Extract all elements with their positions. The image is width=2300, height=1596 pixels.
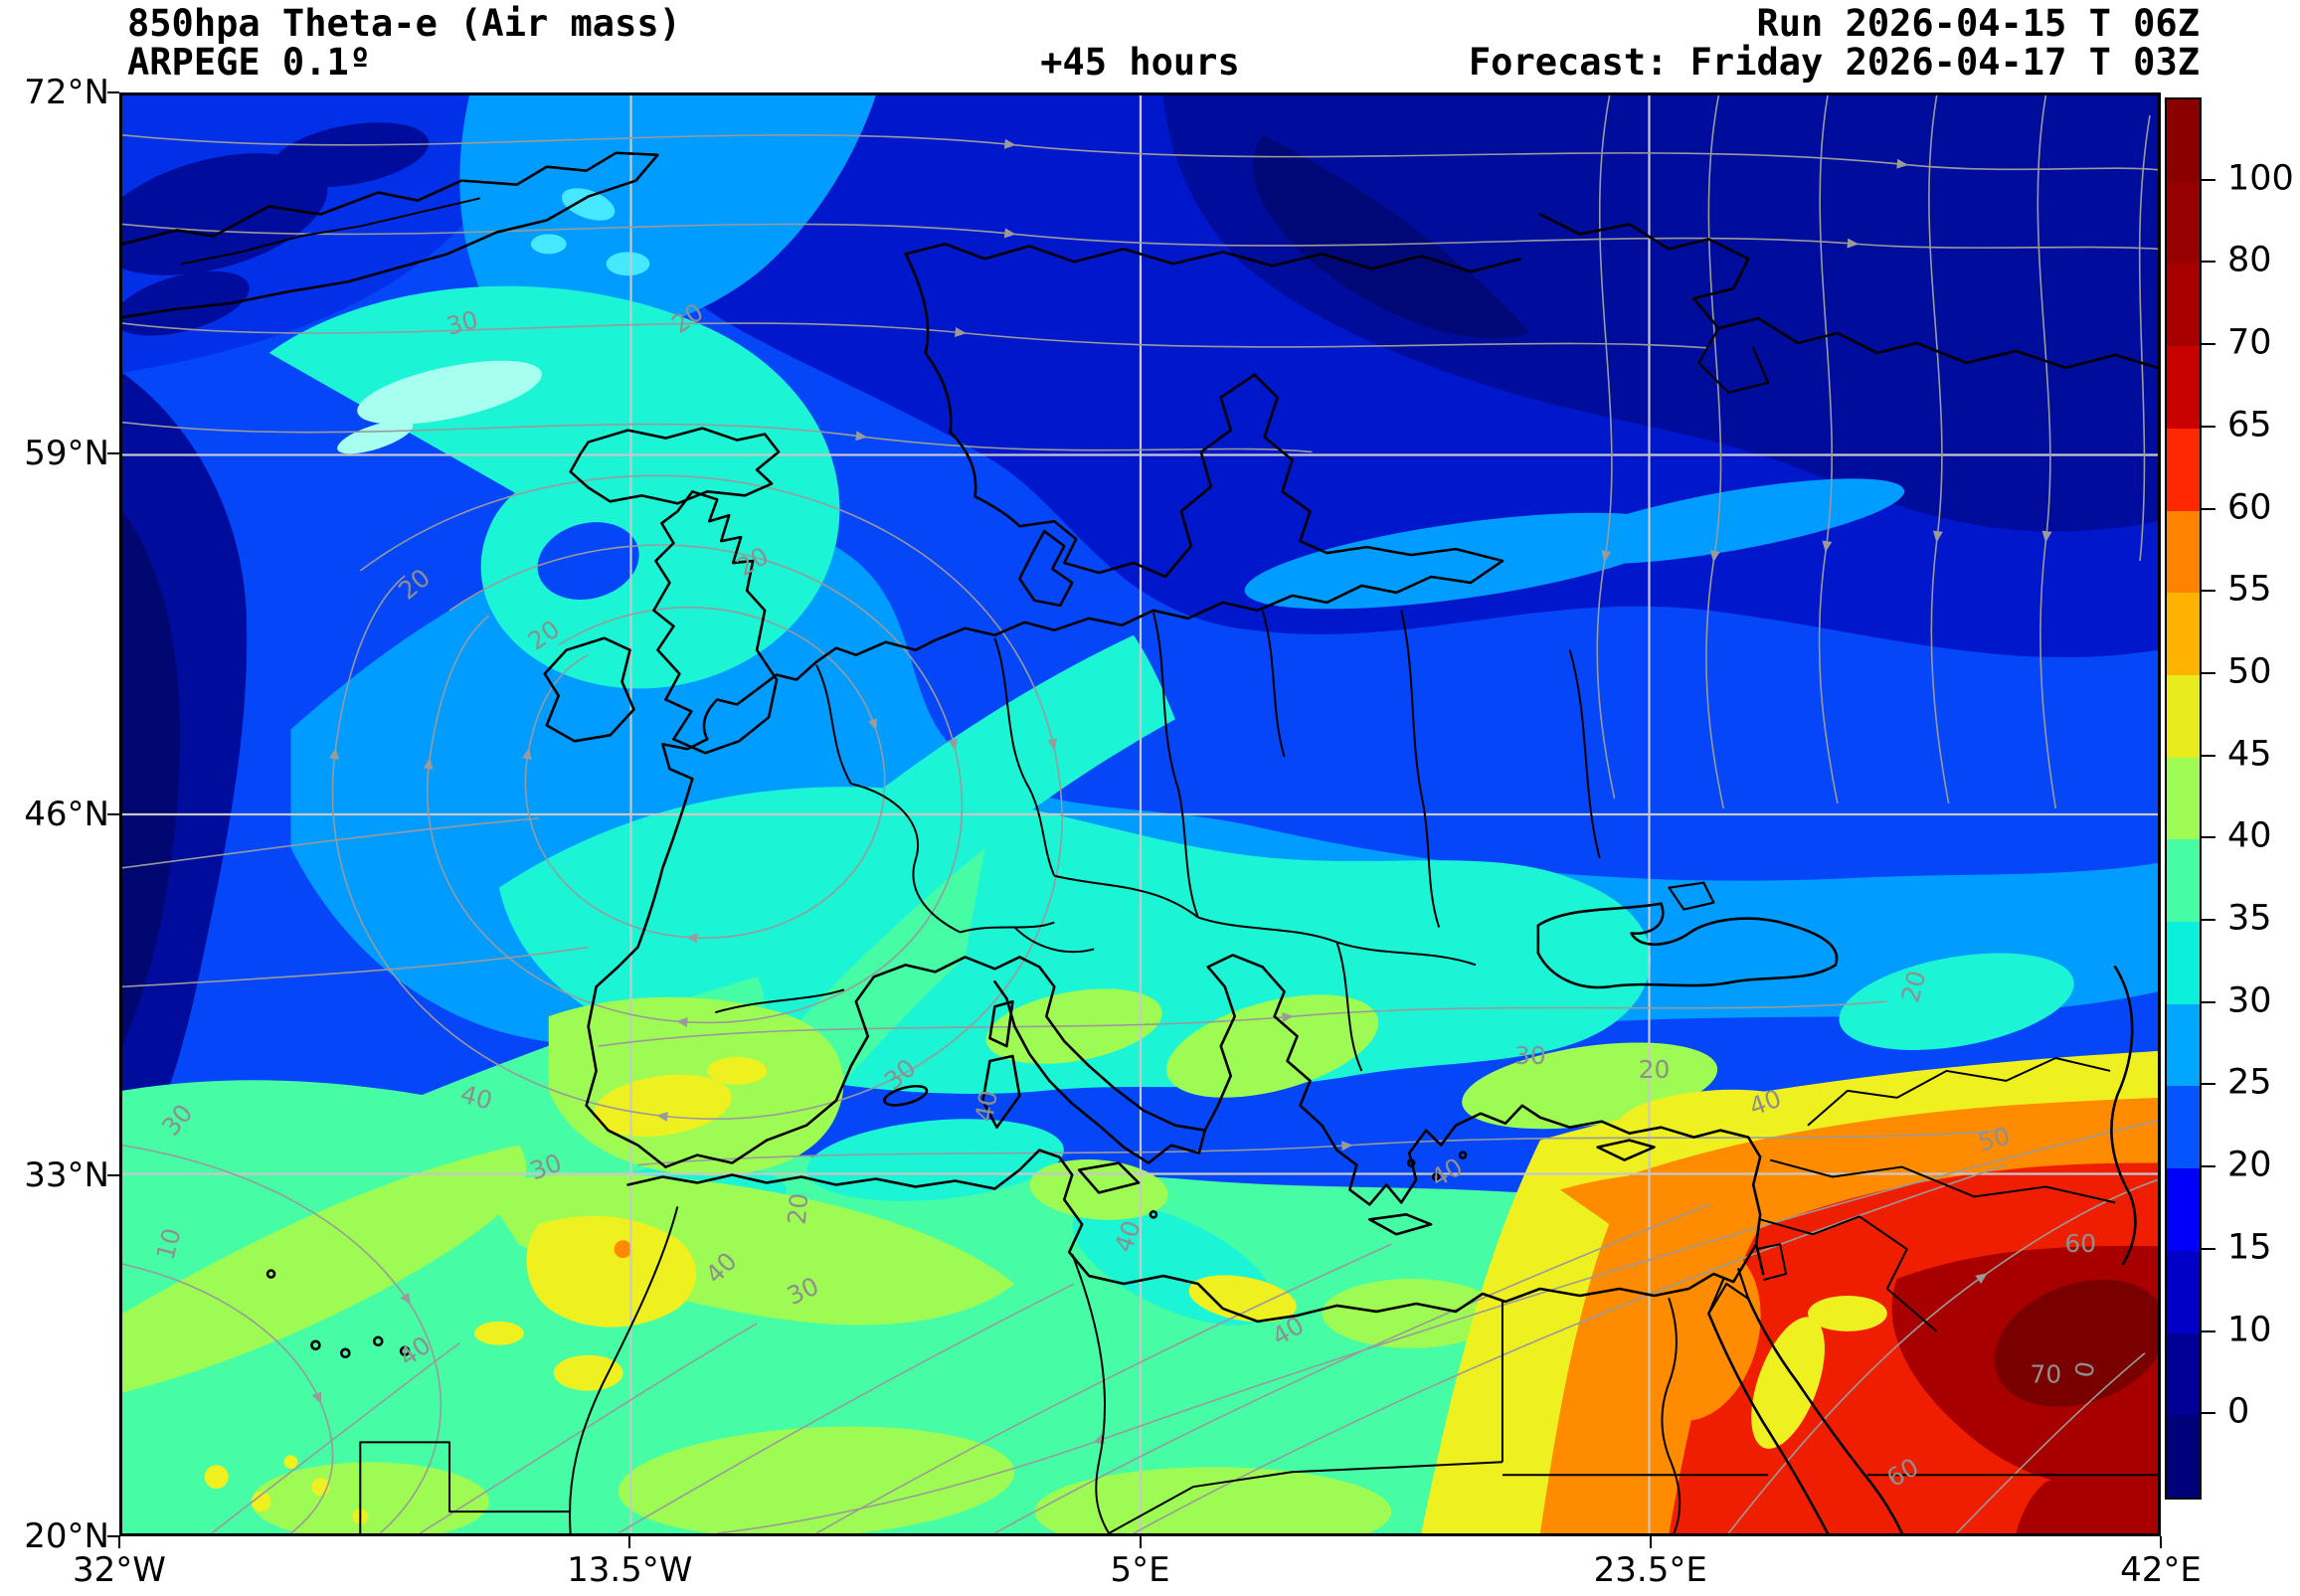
lat-axis-tick (107, 1174, 119, 1176)
lat-axis-tick (107, 1535, 119, 1537)
lat-axis-label: 72°N (24, 73, 109, 112)
colorbar-segment (2167, 1332, 2200, 1416)
lon-axis-label: 23.5°E (1593, 1550, 1707, 1590)
colorbar-tick (2202, 1000, 2215, 1003)
lon-axis-tick (2160, 1536, 2162, 1548)
forecast-hours-label: +45 hours (1040, 41, 1240, 84)
contour-value-label: 20 (1639, 1055, 1671, 1084)
colorbar-tick (2202, 261, 2215, 264)
colorbar-segment (2167, 674, 2200, 759)
wind-streamlines (122, 95, 2158, 1533)
colorbar-tick-label: 70 (2227, 322, 2272, 363)
colorbar-tick (2202, 425, 2215, 428)
colorbar-segment (2167, 1086, 2200, 1169)
coastlines (122, 151, 2158, 1533)
colorbar-segment (2167, 181, 2200, 265)
model-label: ARPEGE 0.1º (127, 41, 372, 84)
forecast-datetime-label: Forecast: Friday 2026-04-17 T 03Z (1468, 41, 2200, 84)
colorbar-tick (2202, 1412, 2215, 1415)
map-svg: 2030202020103030303020404040404040404030… (122, 95, 2158, 1533)
colorbar-segment (2167, 1003, 2200, 1087)
colorbar-tick-label: 50 (2227, 651, 2272, 692)
colorbar-tick (2202, 754, 2215, 757)
colorbar-tick (2202, 590, 2215, 593)
colorbar-segment (2167, 593, 2200, 676)
colorbar-tick-label: 80 (2227, 240, 2272, 280)
colorbar-segment (2167, 99, 2200, 183)
colorbar-tick (2202, 836, 2215, 839)
colorbar-segment (2167, 264, 2200, 347)
contour-value-label: 60 (2064, 1229, 2096, 1258)
lon-axis-tick (1139, 1536, 1142, 1548)
contour-value-label: 30 (1514, 1041, 1546, 1070)
colorbar-segment (2167, 1250, 2200, 1334)
contour-value-label: 20 (783, 1192, 814, 1226)
colorbar-segment (2167, 757, 2200, 840)
lon-axis-tick (118, 1536, 120, 1548)
lat-axis-tick (107, 813, 119, 815)
colorbar-tick-label: 25 (2227, 1062, 2272, 1103)
colorbar-tick (2202, 343, 2215, 346)
lat-axis-label: 59°N (24, 434, 109, 473)
colorbar-segment (2167, 839, 2200, 923)
lon-axis-label: 13.5°W (567, 1550, 693, 1590)
colorbar-tick (2202, 919, 2215, 922)
lon-axis-label: 42°E (2120, 1550, 2202, 1590)
colorbar-tick-label: 65 (2227, 405, 2272, 445)
colorbar-tick-label: 40 (2227, 815, 2272, 856)
colorbar-tick-label: 45 (2227, 734, 2272, 775)
colorbar-tick-label: 0 (2227, 1391, 2250, 1432)
colorbar-tick-label: 100 (2227, 158, 2294, 199)
lat-axis-label: 33°N (24, 1155, 109, 1195)
colorbar-tick-label: 60 (2227, 486, 2272, 527)
colorbar-tick (2202, 1165, 2215, 1168)
colorbar-tick-label: 30 (2227, 980, 2272, 1021)
colorbar-tick-label: 55 (2227, 569, 2272, 610)
colorbar-segment (2167, 428, 2200, 512)
colorbar-tick-label: 10 (2227, 1309, 2272, 1349)
country-borders (359, 610, 2158, 1533)
colorbar-segment (2167, 922, 2200, 1005)
colorbar-segment (2167, 1168, 2200, 1252)
lon-axis-tick (628, 1536, 631, 1548)
colorbar-segment (2167, 346, 2200, 430)
colorbar-tick (2202, 671, 2215, 674)
colorbar-tick-label: 35 (2227, 898, 2272, 939)
colorbar-segment (2167, 1415, 2200, 1499)
lat-axis-tick (107, 91, 119, 93)
lat-axis-label: 20°N (24, 1516, 109, 1556)
contour-value-label: 70 (2030, 1360, 2061, 1389)
map-canvas: 20 30 20 20 20 10 30 30 30 30 20 40 40 40 40 40 40 40 40 30… (119, 92, 2161, 1536)
colorbar (2165, 97, 2202, 1500)
lon-axis-tick (1649, 1536, 1652, 1548)
contour-value-label: 40 (970, 1088, 1003, 1124)
colorbar-tick (2202, 1083, 2215, 1086)
run-datetime-label: Run 2026-04-15 T 06Z (1756, 2, 2200, 45)
colorbar-tick (2202, 507, 2215, 510)
lon-axis-label: 32°W (73, 1550, 166, 1590)
lat-axis-tick (107, 452, 119, 454)
colorbar-tick (2202, 178, 2215, 181)
colorbar-tick (2202, 1330, 2215, 1332)
colorbar-tick-label: 15 (2227, 1227, 2272, 1268)
colorbar-tick (2202, 1247, 2215, 1250)
colorbar-tick-label: 20 (2227, 1145, 2272, 1185)
contour-value-label: 0 (2069, 1359, 2100, 1380)
lat-axis-label: 46°N (24, 795, 109, 834)
lon-axis-label: 5°E (1110, 1550, 1170, 1590)
colorbar-segment (2167, 510, 2200, 594)
map-title: 850hpa Theta-e (Air mass) (127, 2, 681, 45)
